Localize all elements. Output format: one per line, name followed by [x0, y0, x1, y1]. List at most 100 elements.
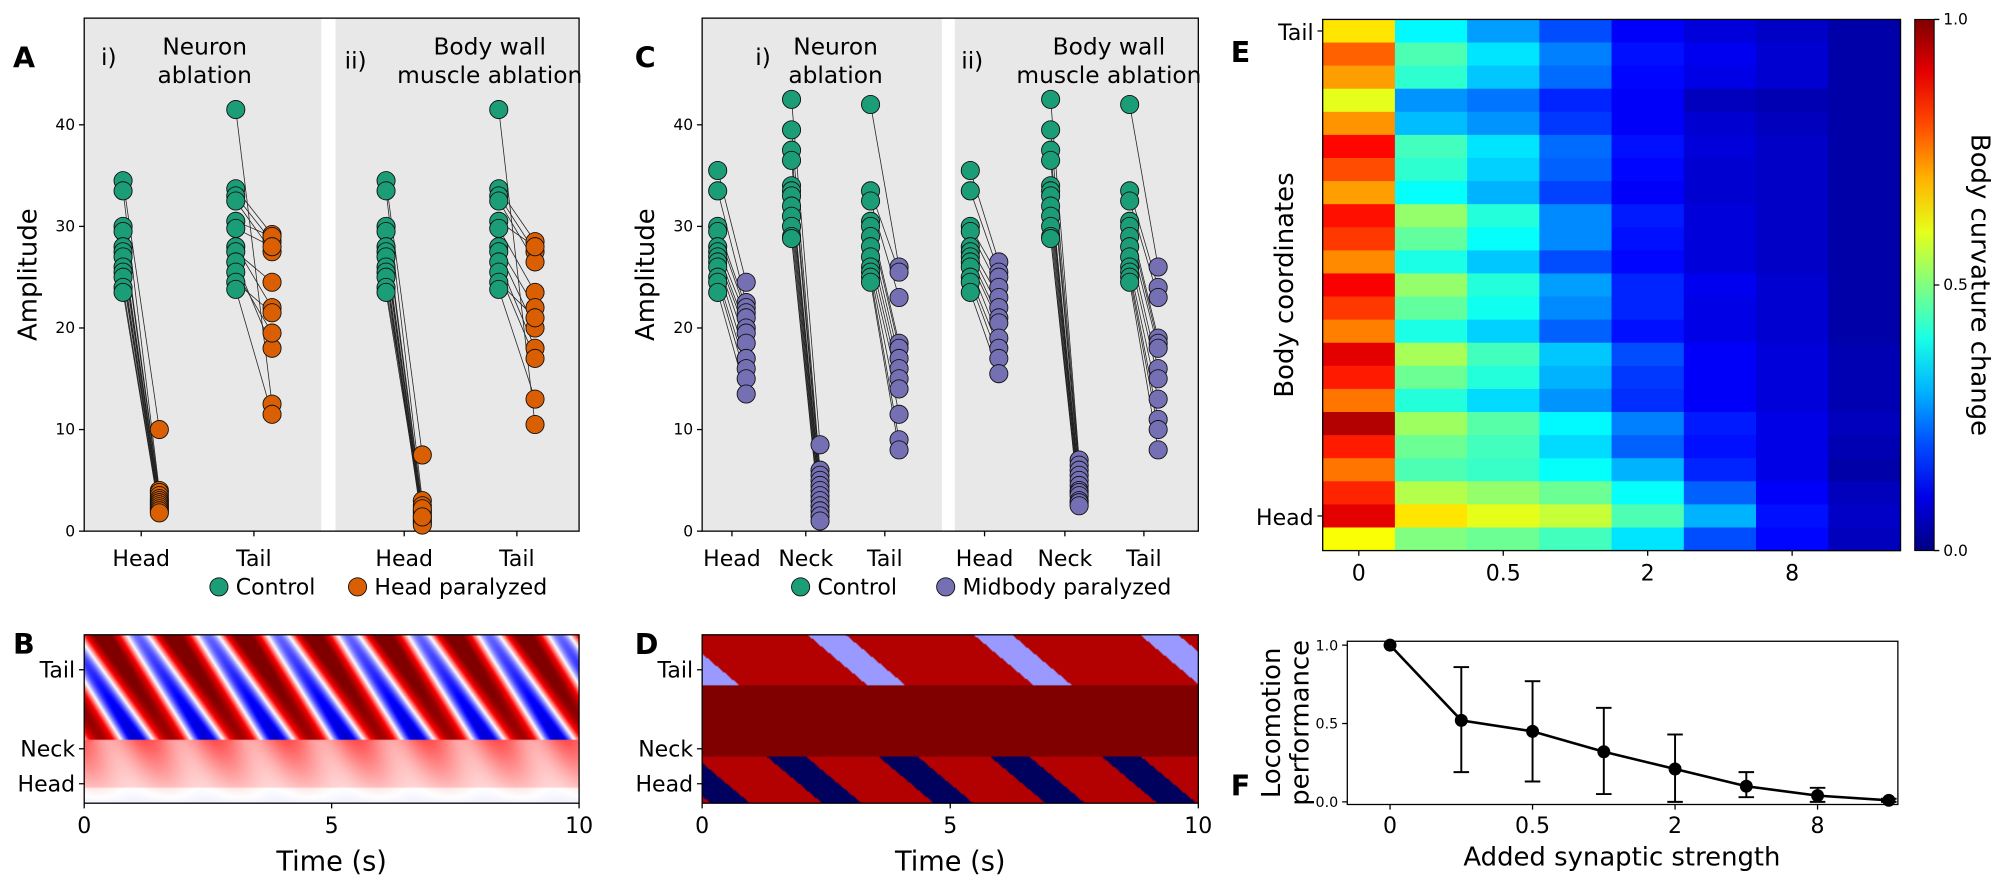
heatmap-cell	[1467, 157, 1541, 182]
axes-frame	[83, 634, 580, 804]
y-tick-label: 30	[673, 218, 693, 236]
paralyzed-point	[525, 414, 545, 435]
heatmap-cell	[1756, 435, 1829, 459]
heatmap-cell	[1467, 134, 1541, 159]
pair-line	[498, 289, 536, 400]
control-point	[861, 191, 881, 211]
heatmap-cell	[1611, 181, 1685, 205]
heatmap-cell	[1611, 435, 1685, 459]
heatmap-cell	[1756, 157, 1829, 182]
heatmap-cell	[1539, 296, 1613, 321]
heatmap-cell	[1756, 296, 1829, 321]
y-tick-label: 0	[65, 522, 75, 540]
heatmap-cell	[1467, 65, 1541, 90]
heatmap-cell	[1322, 296, 1396, 321]
heatmap-cell	[1611, 250, 1685, 275]
y-tick-label: Tail	[1277, 21, 1314, 46]
subplot-title: Neuron	[793, 33, 878, 60]
paralyzed-point	[525, 389, 545, 409]
paralyzed-point	[262, 404, 282, 424]
heatmap-cell	[1539, 181, 1613, 205]
subplot-title: Neuron	[162, 33, 247, 60]
heatmap-cell	[1394, 481, 1468, 506]
x-tick-label: 5	[943, 814, 957, 839]
control-point	[1120, 94, 1140, 115]
control-point	[782, 120, 802, 140]
heatmap-cell	[1611, 273, 1685, 298]
control-point	[489, 279, 509, 299]
heatmap-cell	[1683, 250, 1757, 275]
pair-line	[385, 292, 423, 517]
heatmap-cell	[1756, 111, 1829, 136]
paralyzed-point	[262, 323, 282, 343]
subplot-title: ablation	[157, 62, 251, 89]
y-axis-label: Locomotion	[1257, 648, 1287, 799]
control-point	[960, 181, 980, 201]
heatmap-cell	[1539, 527, 1613, 552]
kymograph-b	[84, 634, 580, 804]
heatmap-cell	[1539, 388, 1613, 413]
colorbar-tick-label: 0.0	[1943, 542, 1968, 560]
heatmap-cell	[1322, 319, 1396, 344]
control-point	[1041, 150, 1061, 170]
heatmap-cell	[1467, 227, 1541, 252]
heatmap-cell	[1828, 342, 1902, 367]
axes-frame	[1322, 18, 1902, 552]
control-point	[708, 181, 728, 201]
axes-frame	[1346, 640, 1899, 806]
panel-letter-d: D	[635, 628, 659, 661]
x-tick-label: 0.5	[1486, 561, 1521, 586]
heatmap-cell	[1683, 227, 1757, 252]
heatmap-cell	[1828, 65, 1902, 90]
heatmap-cell	[1683, 412, 1757, 436]
legend-paralyzed-label: Midbody paralyzed	[963, 576, 1172, 601]
heatmap-cell	[1394, 435, 1468, 459]
control-point	[782, 150, 802, 170]
heatmap-cell	[1539, 481, 1613, 506]
heatmap-cell	[1394, 273, 1468, 298]
heatmap-cell	[1322, 181, 1396, 205]
panel-letter-e: E	[1231, 36, 1250, 69]
paralyzed-point	[889, 287, 909, 308]
control-point	[376, 181, 396, 201]
heatmap-cell	[1828, 181, 1902, 205]
y-tick-label: 20	[673, 319, 693, 337]
x-axis-label: Time (s)	[894, 847, 1006, 878]
control-point	[782, 229, 802, 249]
colorbar	[1914, 18, 1935, 552]
heatmap-cell	[1539, 365, 1613, 390]
x-tick-label: Tail	[498, 547, 535, 572]
paralyzed-point	[736, 384, 756, 404]
heatmap-cell	[1683, 65, 1757, 90]
heatmap-cell	[1467, 388, 1541, 413]
x-tick-label: 10	[565, 814, 593, 839]
heatmap-cell	[1683, 504, 1757, 529]
heatmap-cell	[1394, 111, 1468, 136]
control-point	[1120, 191, 1140, 211]
legend-paralyzed-label: Head paralyzed	[374, 576, 547, 601]
heatmap-cell	[1828, 250, 1902, 275]
heatmap-cell	[1683, 458, 1757, 482]
subplot-prefix: i)	[755, 44, 771, 71]
panel-letter-c: C	[635, 41, 656, 74]
heatmap-cell	[1756, 319, 1829, 344]
control-point	[489, 100, 509, 120]
paralyzed-point	[1069, 496, 1089, 516]
data-point	[1454, 713, 1468, 727]
pair-line	[385, 277, 423, 526]
heatmap-cell	[1394, 134, 1468, 159]
heatmap-cell	[1828, 88, 1902, 113]
heatmap-cell	[1539, 458, 1613, 482]
control-point	[1041, 120, 1061, 140]
heatmap-cell	[1683, 111, 1757, 136]
heatmap-cell	[1683, 342, 1757, 367]
heatmap-cell	[1756, 388, 1829, 413]
heatmap-cell	[1756, 19, 1829, 44]
x-tick-label: 10	[1184, 814, 1212, 839]
paralyzed-point	[412, 507, 432, 527]
x-tick-label: Head	[703, 547, 761, 572]
control-point	[226, 279, 246, 299]
